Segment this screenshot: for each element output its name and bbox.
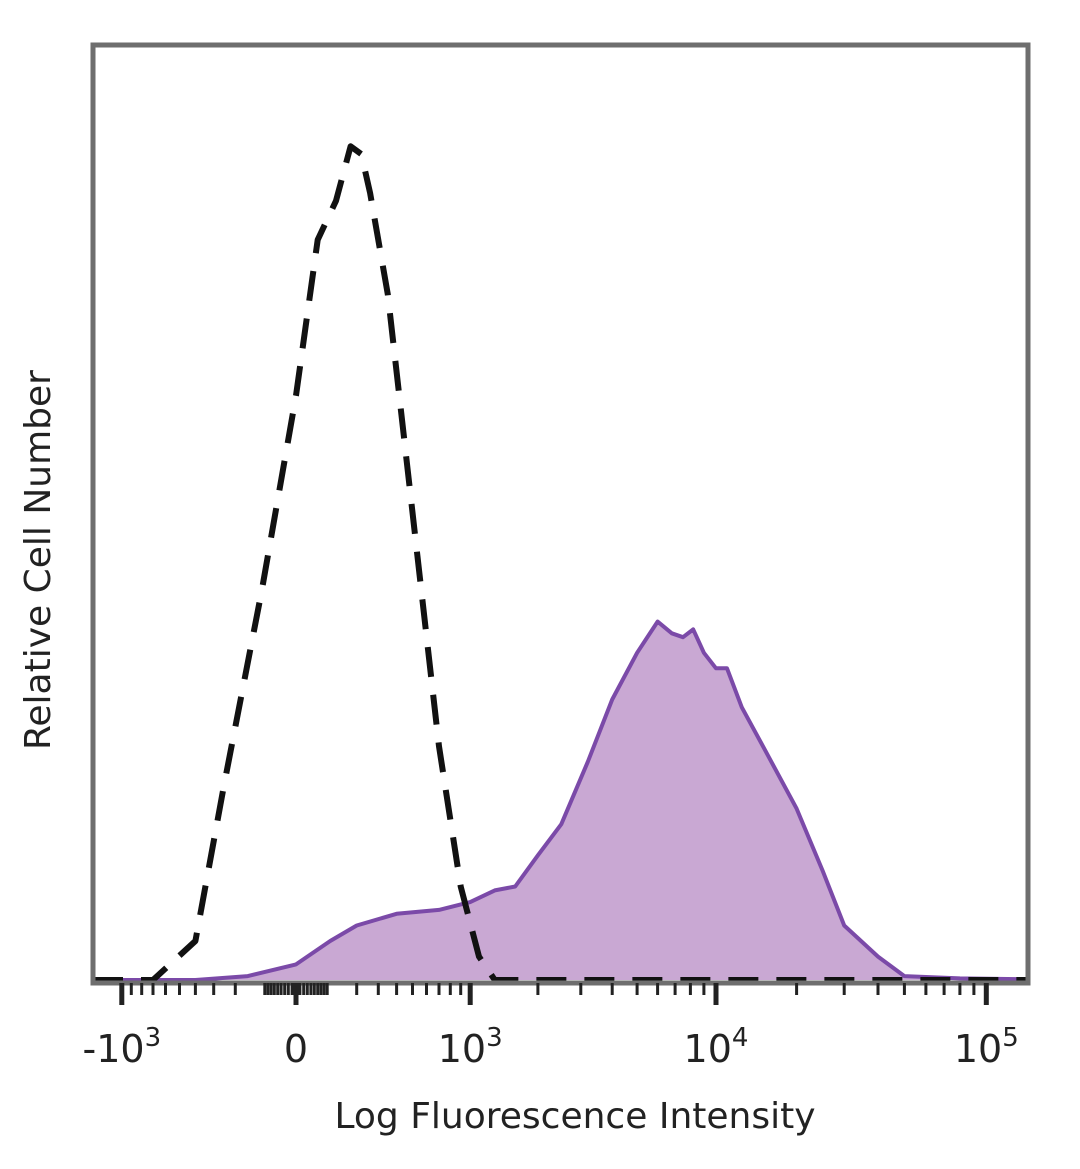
histogram-outline-stained xyxy=(93,619,1029,982)
histogram-fill-stained xyxy=(93,621,1028,980)
series-layer xyxy=(93,143,1029,983)
plot-frame xyxy=(90,42,1031,986)
x-tick-label: 103 xyxy=(438,1023,503,1071)
x-tick-label: 0 xyxy=(284,1027,308,1071)
x-tick-label: -103 xyxy=(82,1023,161,1071)
x-tick-label: 105 xyxy=(954,1023,1019,1071)
histogram-outline-control-dashed xyxy=(93,143,1028,983)
y-axis-label: Relative Cell Number xyxy=(18,370,59,750)
x-axis-label: Log Fluorescence Intensity xyxy=(334,1096,815,1137)
x-tick-label: 104 xyxy=(684,1023,749,1071)
x-axis-ticks: -103 0 103 104 105 xyxy=(82,983,1019,1071)
